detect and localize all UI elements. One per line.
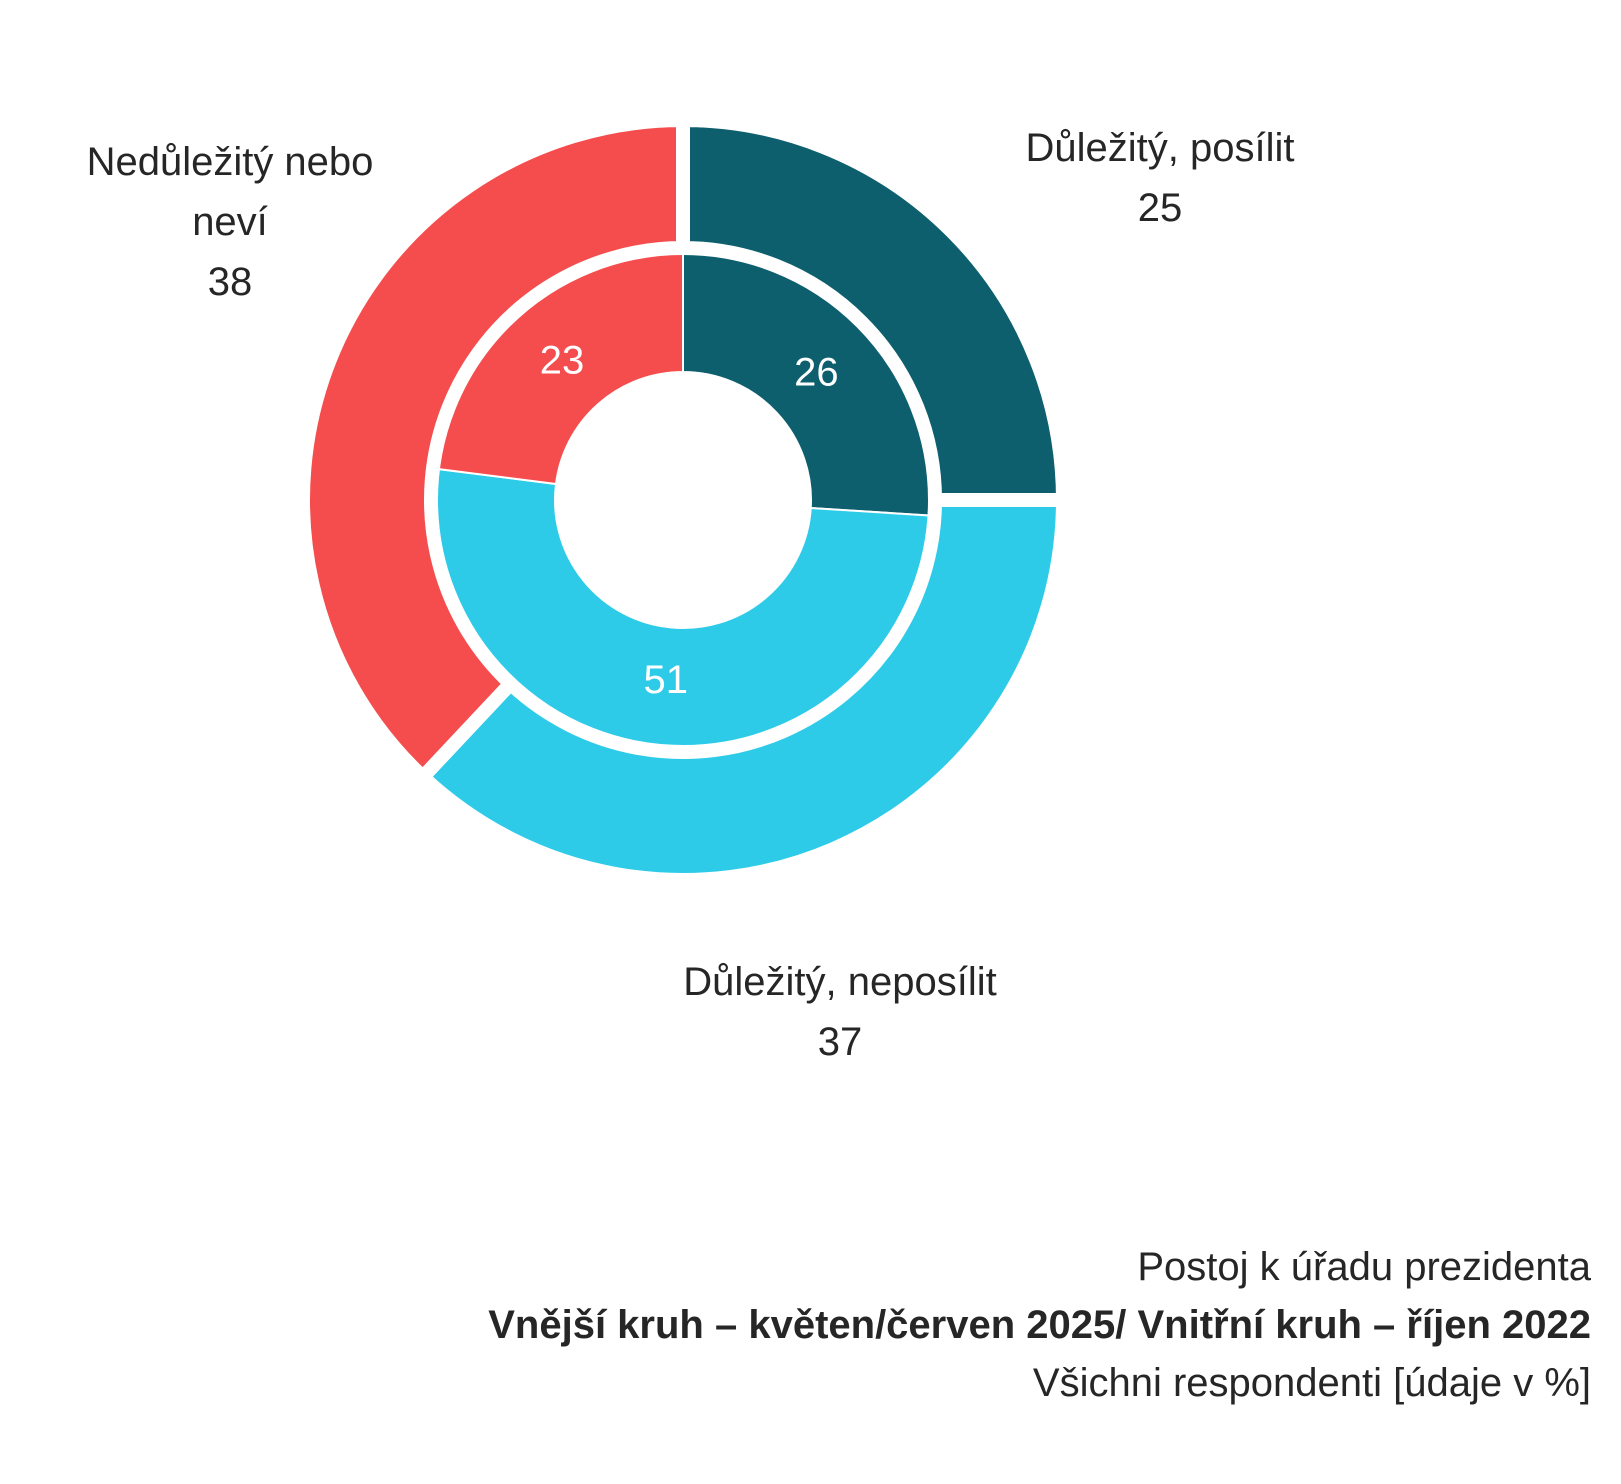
label-nedulezity-value: 38 <box>207 260 253 304</box>
label-dulezity-neposilit: Důležitý, neposílit 37 <box>620 952 1060 1072</box>
label-dulezity-posilit-value: 25 <box>1137 186 1183 230</box>
chart-base: Všichni respondenti [údaje v %] <box>1032 1361 1591 1405</box>
label-dulezity-neposilit-value: 37 <box>817 1020 863 1064</box>
chart-subtitle: Vnější kruh – květen/červen 2025/ Vnitřn… <box>488 1303 1591 1347</box>
chart-title: Postoj k úřadu prezidenta <box>1137 1245 1591 1289</box>
inner-ring-value-dulezity-neposilit: 51 <box>644 658 689 702</box>
chart-notes: Postoj k úřadu prezidenta Vnější kruh – … <box>488 1238 1591 1412</box>
label-nedulezity-line1: Nedůležitý nebo <box>86 140 374 184</box>
label-nedulezity: Nedůležitý nebo neví 38 <box>40 132 420 312</box>
inner-ring-value-dulezity-posilit: 26 <box>794 350 839 394</box>
label-dulezity-neposilit-line1: Důležitý, neposílit <box>683 960 997 1004</box>
inner-ring-value-nedulezity-nebo-nevi: 23 <box>540 338 585 382</box>
label-dulezity-posilit: Důležitý, posílit 25 <box>970 118 1350 238</box>
ring-separator <box>426 243 940 757</box>
label-dulezity-posilit-line1: Důležitý, posílit <box>1025 126 1295 170</box>
label-nedulezity-line2: neví <box>192 200 268 244</box>
nested-donut-chart: 26 51 23 <box>303 120 1063 880</box>
